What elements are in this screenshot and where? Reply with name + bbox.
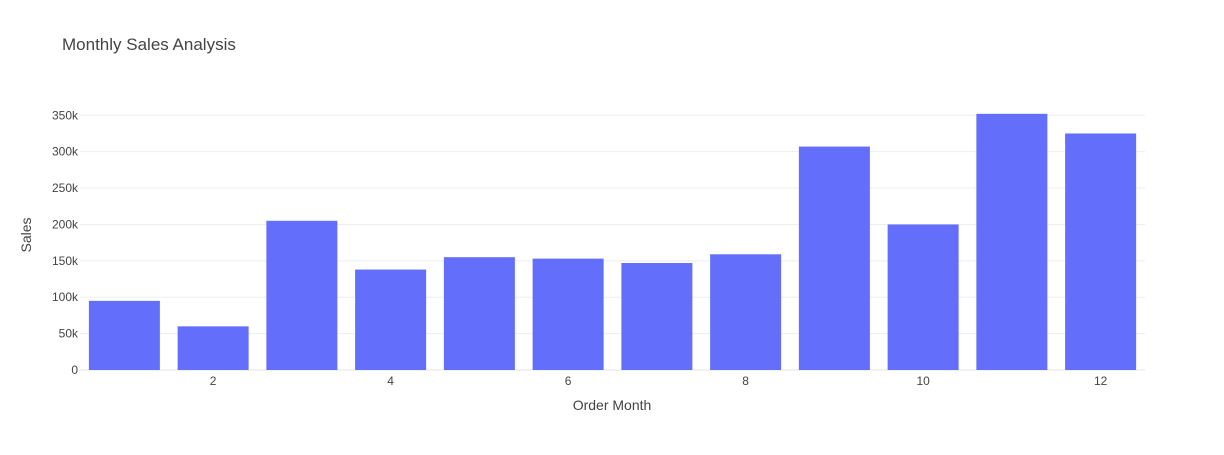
- x-axis-title: Order Month: [573, 397, 652, 413]
- bar-month-7[interactable]: [621, 263, 693, 370]
- y-tick-label: 300k: [52, 145, 79, 159]
- bar-month-8[interactable]: [710, 254, 782, 370]
- bar-month-2[interactable]: [177, 326, 249, 370]
- x-tick-label: 12: [1094, 374, 1108, 388]
- y-axis-ticks: 0 50k 100k 150k 200k 250k 300k 350k: [52, 108, 79, 377]
- x-tick-label: 4: [387, 374, 394, 388]
- bar-month-12[interactable]: [1065, 133, 1137, 370]
- x-tick-label: 8: [742, 374, 749, 388]
- bar-month-11[interactable]: [976, 113, 1048, 371]
- x-tick-label: 10: [916, 374, 930, 388]
- bar-month-3[interactable]: [266, 220, 338, 370]
- bars: [88, 113, 1137, 371]
- chart-title: Monthly Sales Analysis: [62, 35, 236, 54]
- bar-month-1[interactable]: [88, 300, 160, 370]
- x-tick-label: 6: [565, 374, 572, 388]
- y-tick-label: 150k: [52, 254, 79, 268]
- x-axis-ticks: 2 4 6 8 10 12: [210, 374, 1108, 388]
- y-tick-label: 0: [71, 363, 78, 377]
- bar-month-6[interactable]: [532, 258, 604, 370]
- y-tick-label: 50k: [59, 327, 79, 341]
- y-tick-label: 200k: [52, 217, 79, 231]
- bar-month-4[interactable]: [355, 269, 427, 370]
- y-tick-label: 250k: [52, 181, 79, 195]
- y-axis-title: Sales: [18, 217, 34, 252]
- bar-month-10[interactable]: [887, 224, 959, 370]
- bar-month-5[interactable]: [443, 257, 515, 370]
- bar-month-9[interactable]: [798, 146, 870, 370]
- y-tick-label: 100k: [52, 290, 79, 304]
- x-tick-label: 2: [210, 374, 217, 388]
- gridlines: [80, 114, 1145, 371]
- y-tick-label: 350k: [52, 108, 79, 122]
